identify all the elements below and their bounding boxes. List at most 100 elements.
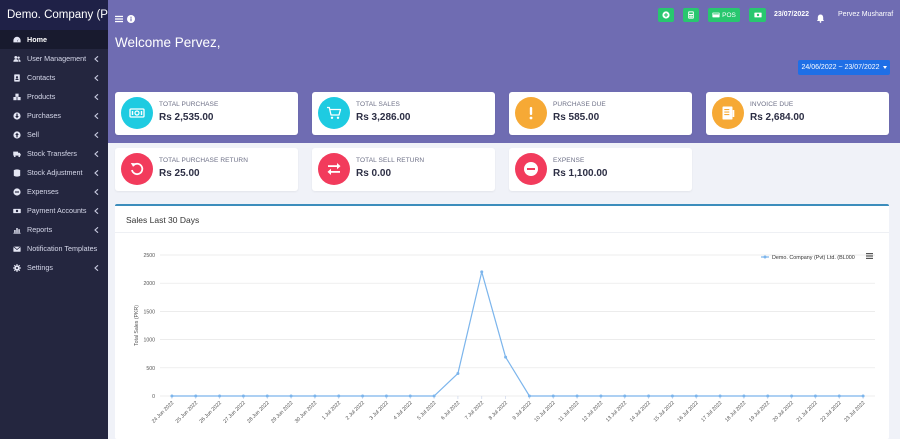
brand-name[interactable]: Demo. Company (Pvt) — [0, 0, 108, 30]
database-icon — [12, 168, 21, 177]
data-point — [670, 394, 674, 398]
stat-value: Rs 3,286.00 — [356, 112, 411, 123]
sidebar-item-purchases[interactable]: Purchases — [0, 106, 108, 125]
exclamation-icon — [515, 97, 547, 129]
sidebar-item-label: Stock Adjustment — [27, 168, 83, 177]
y-tick-label: 1500 — [143, 309, 155, 315]
caret-down-icon — [882, 66, 887, 69]
y-axis-label: Total Sales (PKR) — [134, 305, 140, 346]
x-tick-label: 1 Jul 2022 — [321, 400, 342, 421]
sidebar-item-label: Expenses — [27, 187, 59, 196]
sidebar-item-reports[interactable]: Reports — [0, 220, 108, 239]
x-tick-label: 19 Jul 2022 — [748, 400, 771, 423]
sidebar-item-label: Payment Accounts — [27, 206, 87, 215]
data-point — [384, 394, 388, 398]
x-tick-label: 14 Jul 2022 — [629, 400, 652, 423]
money-icon — [753, 12, 762, 18]
data-point — [313, 394, 317, 398]
stat-value: Rs 0.00 — [356, 168, 392, 179]
user-menu[interactable]: Pervez Musharraf — [838, 11, 894, 18]
data-point — [194, 394, 198, 398]
x-tick-label: 28 Jun 2022 — [246, 400, 271, 425]
sidebar-item-expenses[interactable]: Expenses — [0, 182, 108, 201]
chevron-left-icon — [94, 150, 99, 158]
calculator-button[interactable] — [683, 8, 699, 22]
chevron-left-icon — [94, 55, 99, 63]
sidebar-item-contacts[interactable]: Contacts — [0, 68, 108, 87]
x-tick-label: 11 Jul 2022 — [558, 400, 581, 423]
data-point — [527, 394, 531, 398]
stat-card-total-sell-return: TOTAL SELL RETURN Rs 0.00 — [312, 148, 495, 191]
x-tick-label: 4 Jul 2022 — [392, 400, 413, 421]
minus-circle-icon — [12, 187, 21, 196]
date-range-filter-button[interactable]: 24/06/2022 ~ 23/07/2022 — [798, 60, 890, 75]
stat-label: TOTAL PURCHASE RETURN — [159, 157, 249, 164]
data-point — [575, 394, 579, 398]
stat-value: Rs 25.00 — [159, 168, 200, 179]
chevron-left-icon — [94, 112, 99, 120]
download-icon — [12, 111, 21, 120]
chevron-left-icon — [94, 188, 99, 196]
chart-menu-icon[interactable] — [866, 253, 873, 259]
welcome-heading: Welcome Pervez, — [115, 35, 221, 50]
sidebar-item-label: Sell — [27, 130, 39, 139]
menu-toggle-icon[interactable] — [115, 10, 123, 23]
pos-button[interactable]: POS — [708, 8, 740, 22]
series-line — [171, 271, 864, 397]
y-tick-label: 0 — [152, 394, 155, 400]
sidebar-item-label: Contacts — [27, 73, 56, 82]
y-tick-label: 2000 — [143, 281, 155, 287]
add-icon-button[interactable] — [658, 8, 674, 22]
x-tick-label: 12 Jul 2022 — [581, 400, 604, 423]
sidebar-item-user-management[interactable]: User Management — [0, 49, 108, 68]
data-point — [241, 394, 245, 398]
data-point — [504, 355, 508, 359]
date-range-label: 24/06/2022 ~ 23/07/2022 — [801, 64, 880, 71]
undo-icon — [121, 153, 153, 185]
stat-label: PURCHASE DUE — [553, 101, 606, 108]
calculator-icon — [688, 11, 694, 19]
x-tick-label: 6 Jul 2022 — [440, 400, 461, 421]
sidebar-item-label: Products — [27, 92, 56, 101]
sidebar-item-stock-adjustment[interactable]: Stock Adjustment — [0, 163, 108, 182]
data-point — [647, 394, 651, 398]
stat-label: INVOICE DUE — [750, 101, 794, 108]
x-tick-label: 2 Jul 2022 — [345, 400, 366, 421]
chevron-left-icon — [94, 169, 99, 177]
data-point — [480, 270, 484, 274]
sidebar-item-label: Notification Templates — [27, 244, 98, 253]
sidebar-item-sell[interactable]: Sell — [0, 125, 108, 144]
chevron-left-icon — [94, 93, 99, 101]
data-point — [718, 394, 722, 398]
cash-icon — [121, 97, 153, 129]
top-navbar — [108, 0, 900, 30]
chevron-left-icon — [94, 131, 99, 139]
invoice-icon — [712, 97, 744, 129]
envelope-icon — [12, 244, 21, 253]
sidebar-item-settings[interactable]: Settings — [0, 258, 108, 277]
data-point — [265, 394, 269, 398]
sidebar-item-label: Reports — [27, 225, 53, 234]
legend-label: Demo. Company (Pvt) Ltd. (BL000 — [772, 255, 855, 261]
sidebar-item-notification-templates[interactable]: Notification Templates — [0, 239, 108, 258]
stat-card-invoice-due: INVOICE DUE Rs 2,684.00 — [706, 92, 889, 135]
data-point — [456, 371, 460, 375]
data-point — [432, 394, 436, 398]
bell-icon[interactable] — [816, 10, 825, 23]
data-point — [408, 394, 412, 398]
sidebar-item-payment-accounts[interactable]: Payment Accounts — [0, 201, 108, 220]
exchange-icon — [318, 153, 350, 185]
data-point — [766, 394, 770, 398]
sidebar-item-home[interactable]: Home — [0, 30, 108, 49]
cart-icon — [318, 97, 350, 129]
x-tick-label: 18 Jul 2022 — [724, 400, 747, 423]
x-tick-label: 25 Jun 2022 — [175, 400, 200, 425]
info-icon[interactable] — [127, 10, 135, 23]
sidebar-item-stock-transfers[interactable]: Stock Transfers — [0, 144, 108, 163]
sidebar-item-products[interactable]: Products — [0, 87, 108, 106]
stat-value: Rs 1,100.00 — [553, 168, 608, 179]
cash-register-button[interactable] — [749, 8, 766, 22]
minus-circle-icon — [515, 153, 547, 185]
x-tick-label: 27 Jun 2022 — [222, 400, 247, 425]
x-tick-label: 24 Jun 2022 — [151, 400, 176, 425]
